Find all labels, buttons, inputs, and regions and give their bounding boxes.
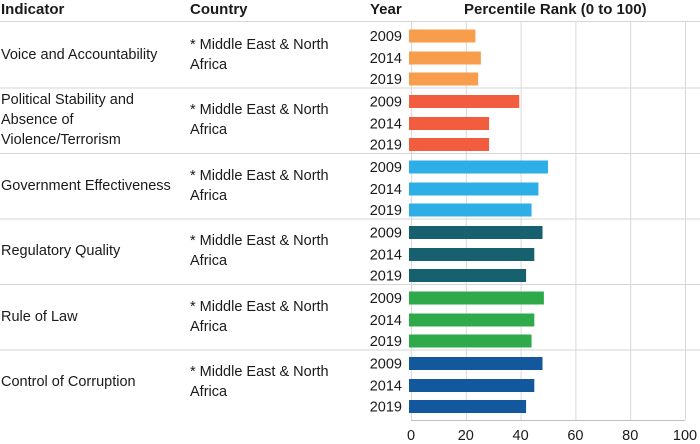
- header-year: Year: [370, 1, 402, 18]
- year-label: 2009: [370, 226, 402, 242]
- indicator-label: Voice and Accountability: [1, 46, 158, 63]
- bar-2009: [409, 226, 543, 239]
- year-label: 2014: [370, 117, 402, 133]
- indicator-label: Government Effectiveness: [1, 177, 171, 194]
- year-label: 2019: [370, 72, 402, 88]
- header-percentile-rank: Percentile Rank (0 to 100): [464, 1, 647, 18]
- x-tick-label: 100: [673, 428, 697, 444]
- bar-2009: [409, 29, 476, 43]
- bar-2009: [409, 160, 548, 174]
- year-label: 2009: [370, 357, 402, 373]
- year-label: 2019: [370, 138, 402, 154]
- x-tick-label: 20: [458, 428, 474, 444]
- year-label: 2014: [370, 182, 402, 198]
- year-label: 2019: [370, 334, 402, 350]
- x-tick-label: 60: [567, 428, 583, 444]
- bar-2009: [409, 95, 520, 108]
- bar-2019: [409, 334, 532, 348]
- country-label: * Middle East & North Africa: [190, 364, 329, 401]
- year-label: 2014: [370, 51, 402, 67]
- bar-2014: [409, 313, 535, 327]
- year-label: 2009: [370, 160, 402, 176]
- x-tick-label: 0: [407, 428, 415, 444]
- country-label: * Middle East & North Africa: [190, 298, 329, 335]
- country-label: * Middle East & North Africa: [190, 36, 329, 73]
- year-label: 2009: [370, 95, 402, 111]
- country-label: * Middle East & North Africa: [190, 233, 329, 270]
- country-label: * Middle East & North Africa: [190, 102, 329, 139]
- bar-2019: [409, 400, 527, 413]
- bar-2014: [409, 379, 535, 392]
- year-label: 2014: [370, 379, 402, 395]
- bar-2014: [409, 51, 481, 65]
- year-label: 2014: [370, 248, 402, 264]
- bar-2014: [409, 117, 490, 130]
- bar-2019: [409, 138, 490, 151]
- indicator-label: Rule of Law: [1, 308, 78, 325]
- year-label: 2009: [370, 291, 402, 307]
- year-label: 2014: [370, 313, 402, 329]
- x-tick-label: 80: [622, 428, 638, 444]
- year-label: 2019: [370, 400, 402, 416]
- year-label: 2009: [370, 29, 402, 45]
- year-label: 2019: [370, 269, 402, 285]
- header-indicator: Indicator: [1, 1, 65, 18]
- indicator-label: Political Stability and Absence of Viole…: [1, 92, 134, 149]
- bar-2019: [409, 269, 527, 282]
- header-country: Country: [190, 1, 248, 18]
- indicator-label: Control of Corruption: [1, 374, 136, 391]
- indicator-label: Regulatory Quality: [1, 243, 121, 260]
- bar-2009: [409, 291, 544, 305]
- bar-2014: [409, 248, 535, 261]
- bar-2019: [409, 203, 532, 217]
- year-label: 2019: [370, 203, 402, 219]
- bar-2009: [409, 357, 543, 370]
- country-label: * Middle East & North Africa: [190, 167, 329, 204]
- bar-2014: [409, 182, 539, 196]
- bar-2019: [409, 72, 479, 86]
- x-tick-label: 40: [513, 428, 529, 444]
